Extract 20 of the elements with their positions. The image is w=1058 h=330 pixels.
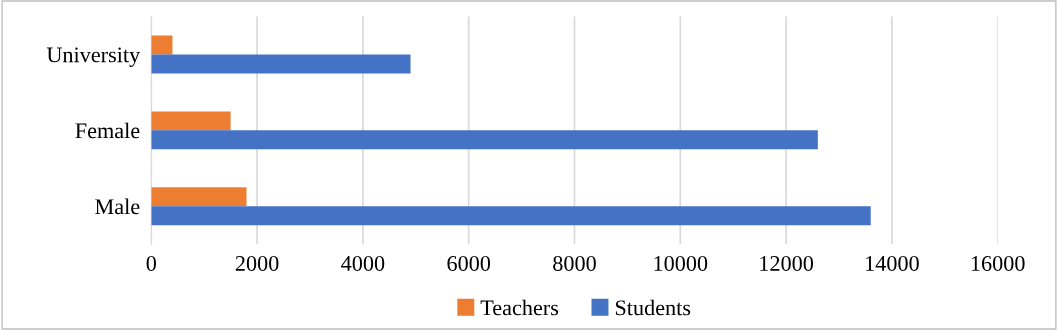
x-tick-label: 16000 [971,255,1025,271]
x-tick-label: 12000 [760,255,814,271]
x-tick-label: 10000 [654,255,708,271]
bar [151,35,173,55]
bar [151,130,818,150]
legend-label: Students [615,299,691,316]
bar [151,206,871,226]
y-tick-label: University [46,47,141,67]
bar [151,111,231,131]
x-tick-label: 0 [146,255,156,271]
y-tick-label: Male [95,198,140,215]
x-tick-label: 2000 [235,255,279,271]
x-tick-label: 6000 [447,255,491,271]
bar [151,54,411,74]
x-tick-label: 14000 [866,255,919,271]
x-tick-label: 4000 [341,255,385,271]
y-tick-label: Female [75,122,140,139]
bar [151,187,247,207]
x-tick-label: 8000 [553,255,596,271]
legend-label: Teachers [480,299,559,316]
